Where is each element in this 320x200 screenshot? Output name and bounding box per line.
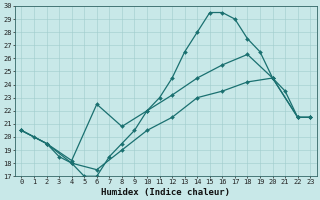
X-axis label: Humidex (Indice chaleur): Humidex (Indice chaleur)	[101, 188, 230, 197]
